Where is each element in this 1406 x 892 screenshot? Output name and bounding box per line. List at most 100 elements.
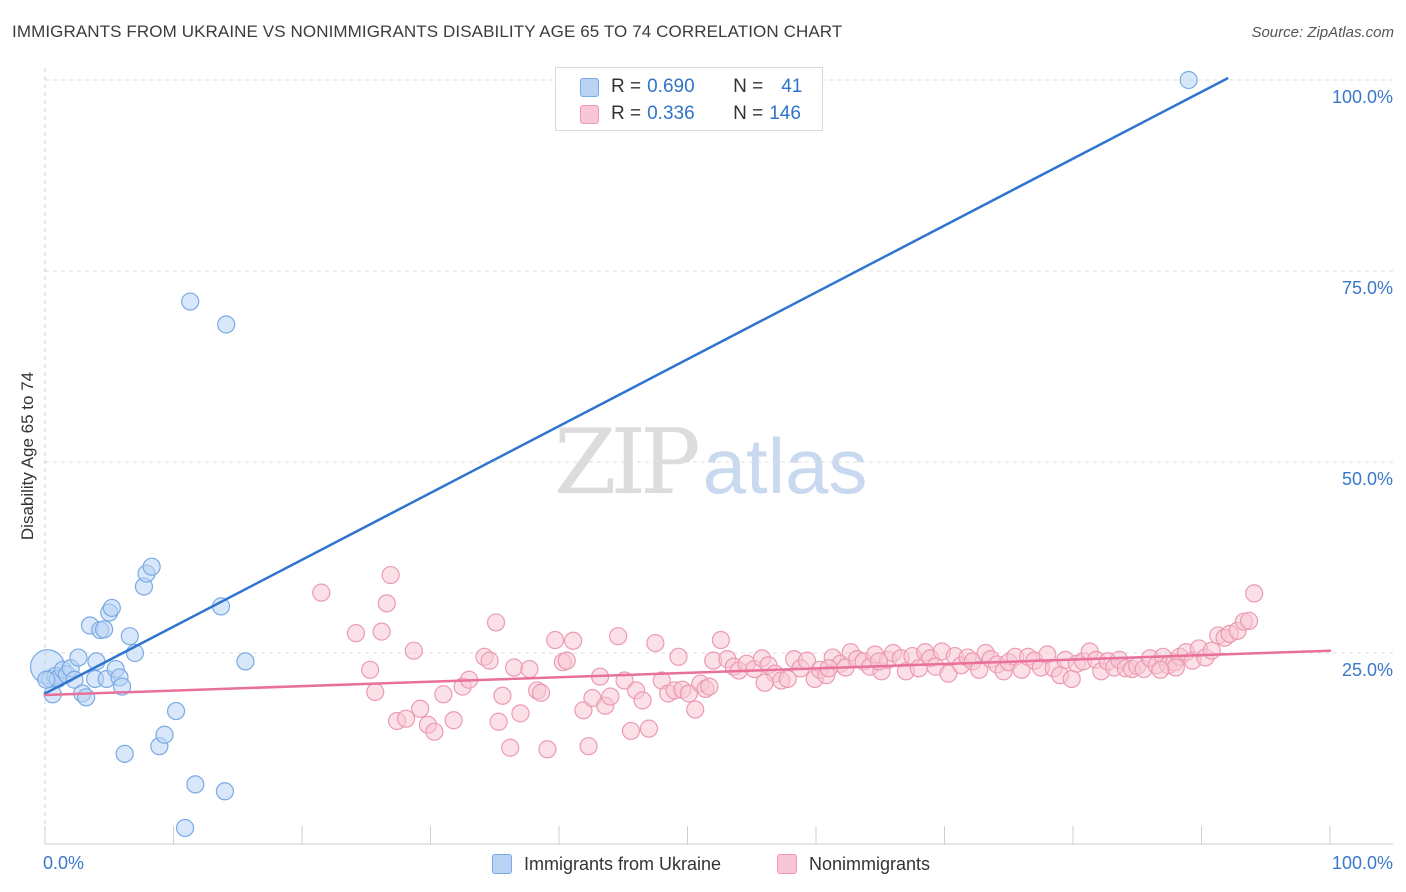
bottom-legend-nonimmigrants: Nonimmigrants bbox=[777, 851, 930, 877]
ukraine-point bbox=[112, 677, 132, 696]
legend-row-nonimmigrants: R = 0.336 N = 146 bbox=[580, 101, 801, 127]
nonimmigrants-point bbox=[489, 712, 508, 731]
nonimmigrants-point bbox=[711, 630, 731, 650]
nonimmigrants-point bbox=[504, 658, 524, 677]
nonimmigrants-point bbox=[755, 673, 774, 692]
ukraine-point bbox=[77, 688, 96, 707]
watermark: ZIP atlas bbox=[554, 410, 867, 515]
nonimmigrants-point bbox=[312, 583, 331, 602]
ukraine-point bbox=[217, 315, 236, 334]
nonimmigrants-point bbox=[546, 630, 565, 650]
nonimmigrants-point bbox=[939, 664, 958, 683]
y-tick-label: 25.0% bbox=[1342, 660, 1393, 680]
nonimmigrants-point bbox=[621, 721, 641, 741]
nonimmigrants-point bbox=[564, 631, 583, 650]
nonimmigrants-point bbox=[501, 738, 520, 757]
nonimmigrants-point bbox=[1239, 611, 1259, 631]
ukraine-point bbox=[155, 725, 174, 744]
nonimmigrants-point bbox=[434, 685, 453, 704]
ukraine-point bbox=[181, 292, 200, 311]
nonimmigrants-point bbox=[486, 613, 506, 632]
nonimmigrants-point bbox=[1151, 660, 1170, 679]
nonimmigrants-point bbox=[404, 641, 423, 660]
watermark-zip: ZIP bbox=[554, 410, 701, 515]
nonimmigrants-point bbox=[377, 594, 396, 613]
legend-row-ukraine: R = 0.690 N = 41 bbox=[580, 74, 802, 100]
nonimmigrants-point bbox=[531, 683, 551, 702]
nonimmigrants-trend-line bbox=[43, 649, 1332, 697]
ukraine-point bbox=[166, 701, 186, 721]
nonimmigrants-point bbox=[633, 691, 652, 710]
nonimmigrants-point bbox=[557, 651, 576, 670]
nonimmigrants-swatch bbox=[580, 104, 599, 124]
nonimmigrants-point bbox=[411, 699, 430, 718]
ukraine-point bbox=[120, 627, 139, 646]
x-tick-label: 0.0% bbox=[43, 853, 84, 873]
nonimmigrants-point bbox=[444, 711, 463, 730]
nonimmigrants-point bbox=[366, 682, 385, 702]
nonimmigrants-point bbox=[425, 722, 444, 741]
ukraine-point bbox=[1179, 70, 1198, 90]
nonimmigrants-point bbox=[700, 677, 719, 696]
n-label: N = bbox=[733, 103, 764, 124]
axes bbox=[44, 68, 1393, 845]
tick-labels: 25.0% 50.0% 75.0% 100.0% 0.0% 100.0% bbox=[43, 87, 1393, 873]
nonimmigrants-point bbox=[346, 624, 366, 643]
ukraine-point bbox=[186, 775, 205, 794]
nonimmigrants-point bbox=[639, 719, 659, 738]
nonimmigrants-point bbox=[361, 660, 380, 679]
ukraine-point bbox=[69, 648, 88, 667]
nonimmigrants-point bbox=[1062, 669, 1081, 689]
y-tick-label: 75.0% bbox=[1342, 278, 1393, 298]
gridlines bbox=[45, 79, 1393, 654]
ukraine-n-value: 41 bbox=[781, 76, 803, 97]
source-label: Source: ZipAtlas.com bbox=[1251, 24, 1394, 41]
nonimmigrants-point bbox=[396, 709, 416, 728]
ukraine-legend-swatch bbox=[492, 854, 512, 874]
ukraine-point bbox=[215, 782, 234, 801]
ukraine-point bbox=[102, 598, 121, 618]
nonimmigrants-points bbox=[312, 565, 1264, 759]
nonimmigrants-point bbox=[579, 737, 598, 756]
x-tick-label: 100.0% bbox=[1332, 853, 1393, 873]
nonimmigrants-r-value: 0.336 bbox=[647, 103, 695, 124]
nonimmigrants-point bbox=[574, 701, 593, 720]
y-tick-label: 50.0% bbox=[1342, 469, 1393, 489]
n-label: N = bbox=[733, 76, 764, 97]
nonimmigrants-point bbox=[679, 684, 698, 703]
nonimmigrants-point bbox=[609, 627, 628, 646]
ukraine-point bbox=[175, 818, 195, 838]
r-label: R = bbox=[611, 76, 642, 97]
nonimmigrants-point bbox=[686, 700, 705, 719]
chart-title: IMMIGRANTS FROM UKRAINE VS NONIMMIGRANTS… bbox=[12, 22, 843, 41]
ukraine-point bbox=[95, 620, 114, 639]
nonimmigrants-point bbox=[538, 740, 557, 759]
nonimmigrants-point bbox=[646, 633, 665, 653]
nonimmigrants-point bbox=[1245, 584, 1264, 603]
nonimmigrants-point bbox=[669, 647, 688, 666]
nonimmigrants-point bbox=[1166, 658, 1185, 677]
nonimmigrants-point bbox=[480, 651, 499, 670]
watermark-atlas: atlas bbox=[702, 422, 868, 510]
nonimmigrants-point bbox=[511, 704, 530, 723]
ukraine-r-value: 0.690 bbox=[647, 76, 695, 97]
ukraine-trend-line bbox=[43, 77, 1229, 695]
ukraine-point bbox=[142, 557, 161, 576]
ukraine-point bbox=[236, 652, 255, 671]
nonimmigrants-point bbox=[493, 686, 512, 705]
trend-lines bbox=[43, 77, 1332, 697]
nonimmigrants-point bbox=[372, 622, 391, 641]
y-tick-label: 100.0% bbox=[1332, 87, 1393, 107]
ukraine-swatch bbox=[580, 77, 599, 97]
stats-legend: R = 0.690 N = 41 R = 0.336 N = 146 bbox=[555, 67, 823, 131]
y-axis-label: Disability Age 65 to 74 bbox=[18, 371, 37, 541]
nonimmigrants-point bbox=[381, 565, 400, 585]
ukraine-legend-label: Immigrants from Ukraine bbox=[524, 853, 722, 874]
nonimmigrants-n-value: 146 bbox=[769, 103, 801, 124]
ukraine-point bbox=[115, 744, 134, 763]
nonimmigrants-point bbox=[601, 687, 620, 706]
r-label: R = bbox=[611, 103, 642, 124]
nonimmigrants-point bbox=[520, 659, 539, 679]
nonimmigrants-legend-swatch bbox=[777, 854, 797, 874]
